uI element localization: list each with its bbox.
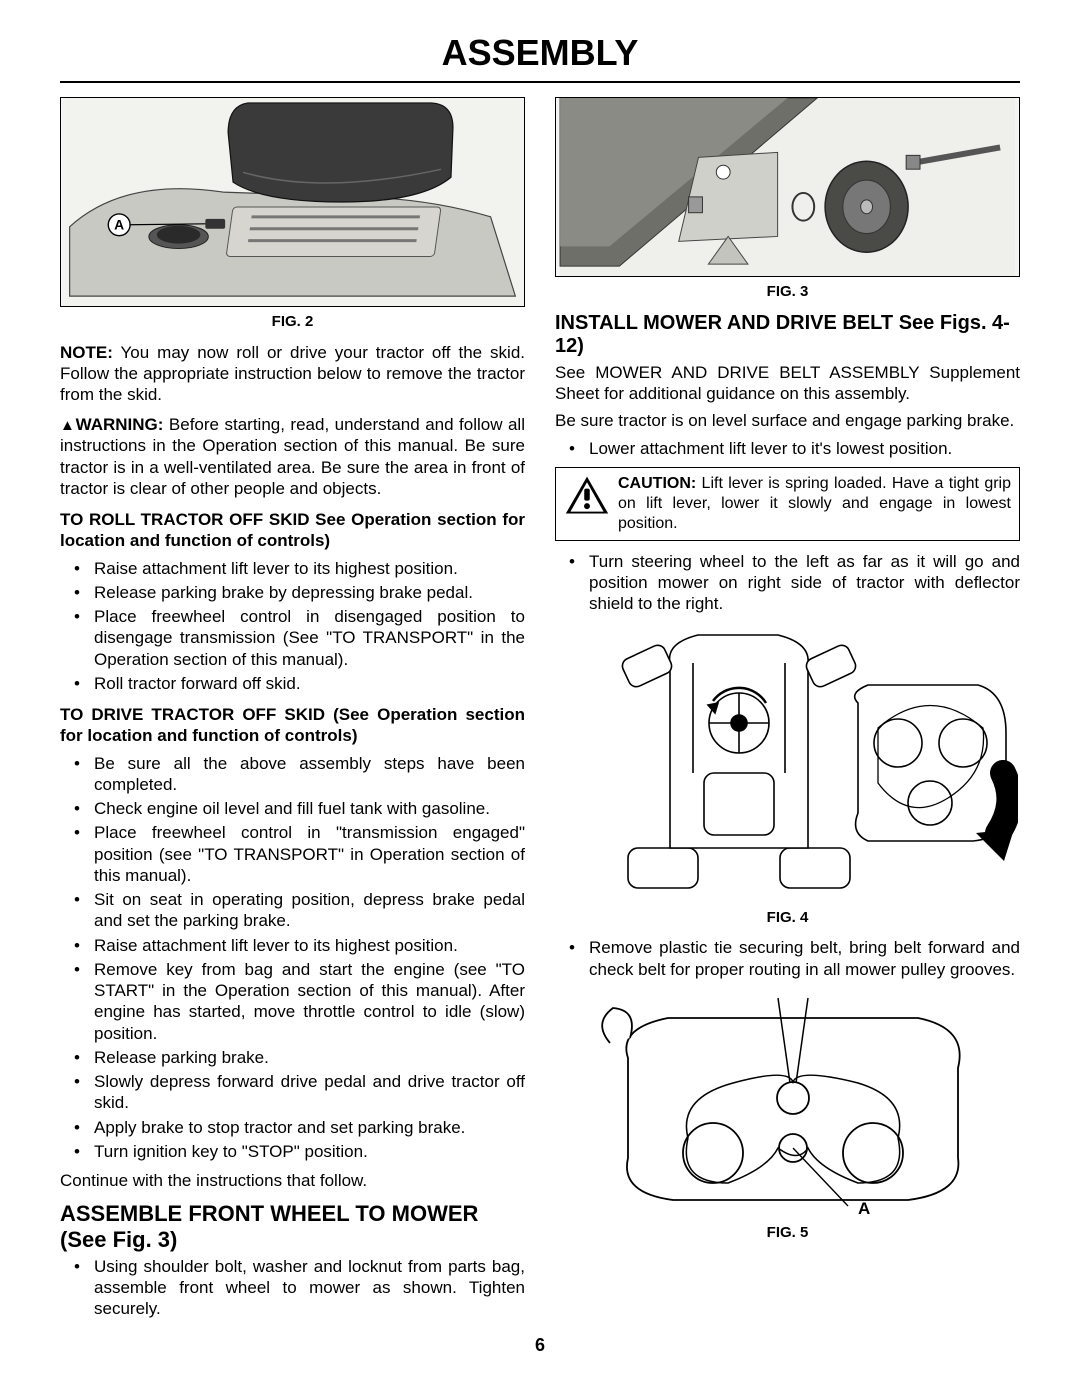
list-item: Place freewheel control in "transmission… [60, 822, 525, 886]
note-label: NOTE: [60, 343, 113, 362]
list-item: Raise attachment lift lever to its highe… [60, 935, 525, 956]
page-title: ASSEMBLY [60, 30, 1020, 83]
fig2-caption: FIG. 2 [60, 313, 525, 332]
assemble-wheel-head: ASSEMBLE FRONT WHEEL TO MOWER (See Fig. … [60, 1201, 525, 1252]
svg-text:A: A [114, 217, 124, 233]
level-surface-text: Be sure tractor is on level surface and … [555, 410, 1020, 431]
list-item: Turn steering wheel to the left as far a… [555, 551, 1020, 615]
drive-skid-list: Be sure all the above assembly steps hav… [60, 753, 525, 1163]
figure-2: A [60, 97, 525, 307]
figure-3 [555, 97, 1020, 277]
caution-box: CAUTION: Lift lever is spring loaded. Ha… [555, 467, 1020, 541]
caution-text: CAUTION: Lift lever is spring loaded. Ha… [618, 474, 1011, 534]
fig5-svg: A [558, 988, 1018, 1218]
list-item: Remove key from bag and start the engine… [60, 959, 525, 1044]
caution-label: CAUTION: [618, 475, 696, 492]
list-item: Release parking brake. [60, 1047, 525, 1068]
list-item: Turn ignition key to "STOP" position. [60, 1141, 525, 1162]
caution-triangle-icon [564, 474, 610, 518]
list-item: Remove plastic tie securing belt, bring … [555, 937, 1020, 980]
list-item: Be sure all the above assembly steps hav… [60, 753, 525, 796]
warning-paragraph: ▲WARNING: Before starting, read, underst… [60, 414, 525, 500]
fig3-svg [556, 98, 1019, 276]
warning-label: WARNING: [76, 415, 164, 434]
left-column: A FIG. 2 NOTE: You may now roll or drive… [60, 97, 525, 1328]
list-item: Lower attachment lift lever to it's lowe… [555, 438, 1020, 459]
assemble-wheel-list: Using shoulder bolt, washer and locknut … [60, 1256, 525, 1320]
list-item: Place freewheel control in disengaged po… [60, 606, 525, 670]
figure-5: A [555, 988, 1020, 1218]
install-mower-head: INSTALL MOWER AND DRIVE BELT See Figs. 4… [555, 312, 1020, 358]
roll-skid-head: TO ROLL TRACTOR OFF SKID See Operation s… [60, 509, 525, 552]
drive-skid-head: TO DRIVE TRACTOR OFF SKID (See Operation… [60, 704, 525, 747]
fig2-svg: A [61, 98, 524, 306]
list-item: Sit on seat in operating position, depre… [60, 889, 525, 932]
list-item: Raise attachment lift lever to its highe… [60, 558, 525, 579]
list-item: Using shoulder bolt, washer and locknut … [60, 1256, 525, 1320]
note-paragraph: NOTE: You may now roll or drive your tra… [60, 342, 525, 406]
list-item: Apply brake to stop tractor and set park… [60, 1117, 525, 1138]
svg-text:A: A [858, 1199, 870, 1218]
install-supplement-text: See MOWER AND DRIVE BELT ASSEMBLY Supple… [555, 362, 1020, 405]
turn-steering-list: Turn steering wheel to the left as far a… [555, 551, 1020, 615]
fig3-caption: FIG. 3 [555, 283, 1020, 302]
roll-skid-list: Raise attachment lift lever to its highe… [60, 558, 525, 695]
right-column: FIG. 3 INSTALL MOWER AND DRIVE BELT See … [555, 97, 1020, 1328]
lower-lever-list: Lower attachment lift lever to it's lowe… [555, 438, 1020, 459]
fig4-caption: FIG. 4 [555, 909, 1020, 928]
note-text: You may now roll or drive your tractor o… [60, 343, 525, 405]
page-number: 6 [60, 1334, 1020, 1357]
list-item: Release parking brake by depressing brak… [60, 582, 525, 603]
remove-tie-list: Remove plastic tie securing belt, bring … [555, 937, 1020, 980]
list-item: Roll tractor forward off skid. [60, 673, 525, 694]
fig5-caption: FIG. 5 [555, 1224, 1020, 1243]
content-columns: A FIG. 2 NOTE: You may now roll or drive… [60, 97, 1020, 1328]
fig4-svg [558, 623, 1018, 903]
figure-4 [555, 623, 1020, 903]
list-item: Slowly depress forward drive pedal and d… [60, 1071, 525, 1114]
warning-triangle-icon: ▲ [60, 417, 76, 434]
list-item: Check engine oil level and fill fuel tan… [60, 798, 525, 819]
continue-text: Continue with the instructions that foll… [60, 1170, 525, 1191]
